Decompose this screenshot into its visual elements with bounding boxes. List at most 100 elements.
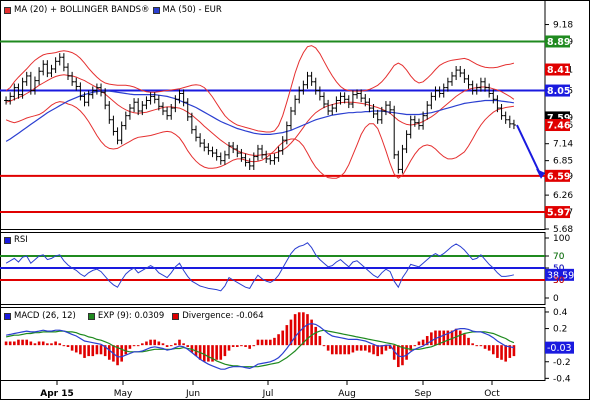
bollinger-upper-line [5,45,515,133]
divergence-bar [392,345,396,360]
divergence-bar [372,345,375,355]
rsi-y-tick-label: 100 [553,234,570,244]
divergence-bar [318,336,322,346]
divergence-bar [413,345,417,347]
divergence-bar [33,343,37,346]
price-y-tick-label: 6.26 [553,191,573,201]
divergence-bar [434,330,437,346]
divergence-bar [302,312,305,346]
divergence-bar [25,339,29,346]
rsi-current-box [545,268,574,281]
divergence-bar [29,341,33,346]
divergence-bar [293,314,297,346]
divergence-bar [41,341,45,346]
divergence-bar [136,345,140,347]
macd-signal-line [5,329,515,368]
divergence-bar [326,345,330,351]
divergence-bar [219,345,223,360]
divergence-bar [116,345,119,366]
rsi-legend: RSI [4,235,28,245]
divergence-bar [87,345,90,357]
divergence-bar [351,345,355,353]
divergence-bar [483,345,487,349]
divergence-bar [491,345,495,355]
macd-y-tick-label: -0.4 [553,374,571,384]
divergence-bar [211,345,214,362]
divergence-bar [207,345,210,362]
divergence-bar [74,345,78,353]
macd-y-tick-label: 0.2 [553,325,567,335]
price-y-tick-label: 5.68 [553,225,573,235]
divergence-bar [252,345,256,347]
divergence-bar [178,339,181,346]
rsi-y-tick-label: 70 [553,252,565,262]
divergence-bar [66,345,70,347]
divergence-bar [202,345,206,362]
x-tick-label: May [114,389,133,399]
divergence-bar [355,345,359,351]
divergence-bar [376,345,379,357]
divergence-bar [384,345,388,351]
divergence-bar [17,339,20,346]
divergence-bar [46,343,49,346]
rsi-y-tick-label: 30 [553,276,565,286]
x-tick-label: Apr 15 [40,389,74,399]
divergence-bar [281,330,285,346]
divergence-bar [169,345,173,347]
rsi-legend-label: RSI [14,235,28,245]
macd-line [5,322,515,370]
divergence-bar [161,343,165,346]
price-y-tick-label: 6.85 [553,157,573,167]
exp-legend-swatch [87,312,95,320]
divergence-bar [256,339,260,346]
divergence-bar [380,345,384,355]
divergence-bar [339,345,342,355]
divergence-bar [277,334,280,346]
price-level-label-text: 8.05 [547,86,570,97]
rsi-level-label: 30 [553,276,565,286]
divergence-bar [289,319,293,346]
price-level-label-box [545,63,570,76]
divergence-bar [496,345,499,358]
divergence-bar [347,345,351,355]
divergence-bar [330,345,334,355]
divergence-bar [141,343,144,346]
divergence-bar [240,345,243,347]
divergence-bar [8,341,12,346]
divergence-bar [235,345,239,347]
divergence-bar [471,343,474,346]
rsi-level-label: 70 [553,252,565,262]
divergence-bar [512,345,516,357]
price-level-label-text: 8.89 [547,37,570,48]
x-tick-label: Sep [415,389,432,399]
price-level-label-box [545,169,570,182]
divergence-bar [487,345,491,351]
divergence-bar [120,345,123,362]
divergence-bar [442,330,446,346]
exp-legend-label: EXP (9): 0.0309 [97,311,165,321]
macd-current-box [545,341,574,354]
divergence-bar [50,343,53,346]
divergence-bar [322,345,326,347]
rsi-y-tick-label: 0 [553,294,559,304]
divergence-bar [438,330,441,346]
divergence-bar [388,345,392,349]
divergence-bar [54,341,57,346]
macd-legend: MACD (26, 12) EXP (9): 0.0309 Divergence… [4,311,264,321]
divergence-legend-swatch [172,312,180,320]
x-tick-label: Jul [262,389,274,399]
ma50-line [5,90,514,142]
price-level-label-box [545,119,570,132]
divergence-bar [475,345,479,347]
divergence-bar [248,345,251,349]
divergence-bar [446,330,450,346]
ma20-legend-label: MA (20) + BOLLINGER BANDS® [14,5,150,15]
divergence-bar [21,339,24,346]
x-tick-label: Oct [484,389,500,399]
divergence-bar [405,345,408,360]
ma50-legend-swatch [152,6,160,14]
price-level-label-text: 6.59 [547,171,570,182]
divergence-bar [215,345,218,360]
divergence-bar [314,326,318,346]
divergence-bar [128,345,132,349]
